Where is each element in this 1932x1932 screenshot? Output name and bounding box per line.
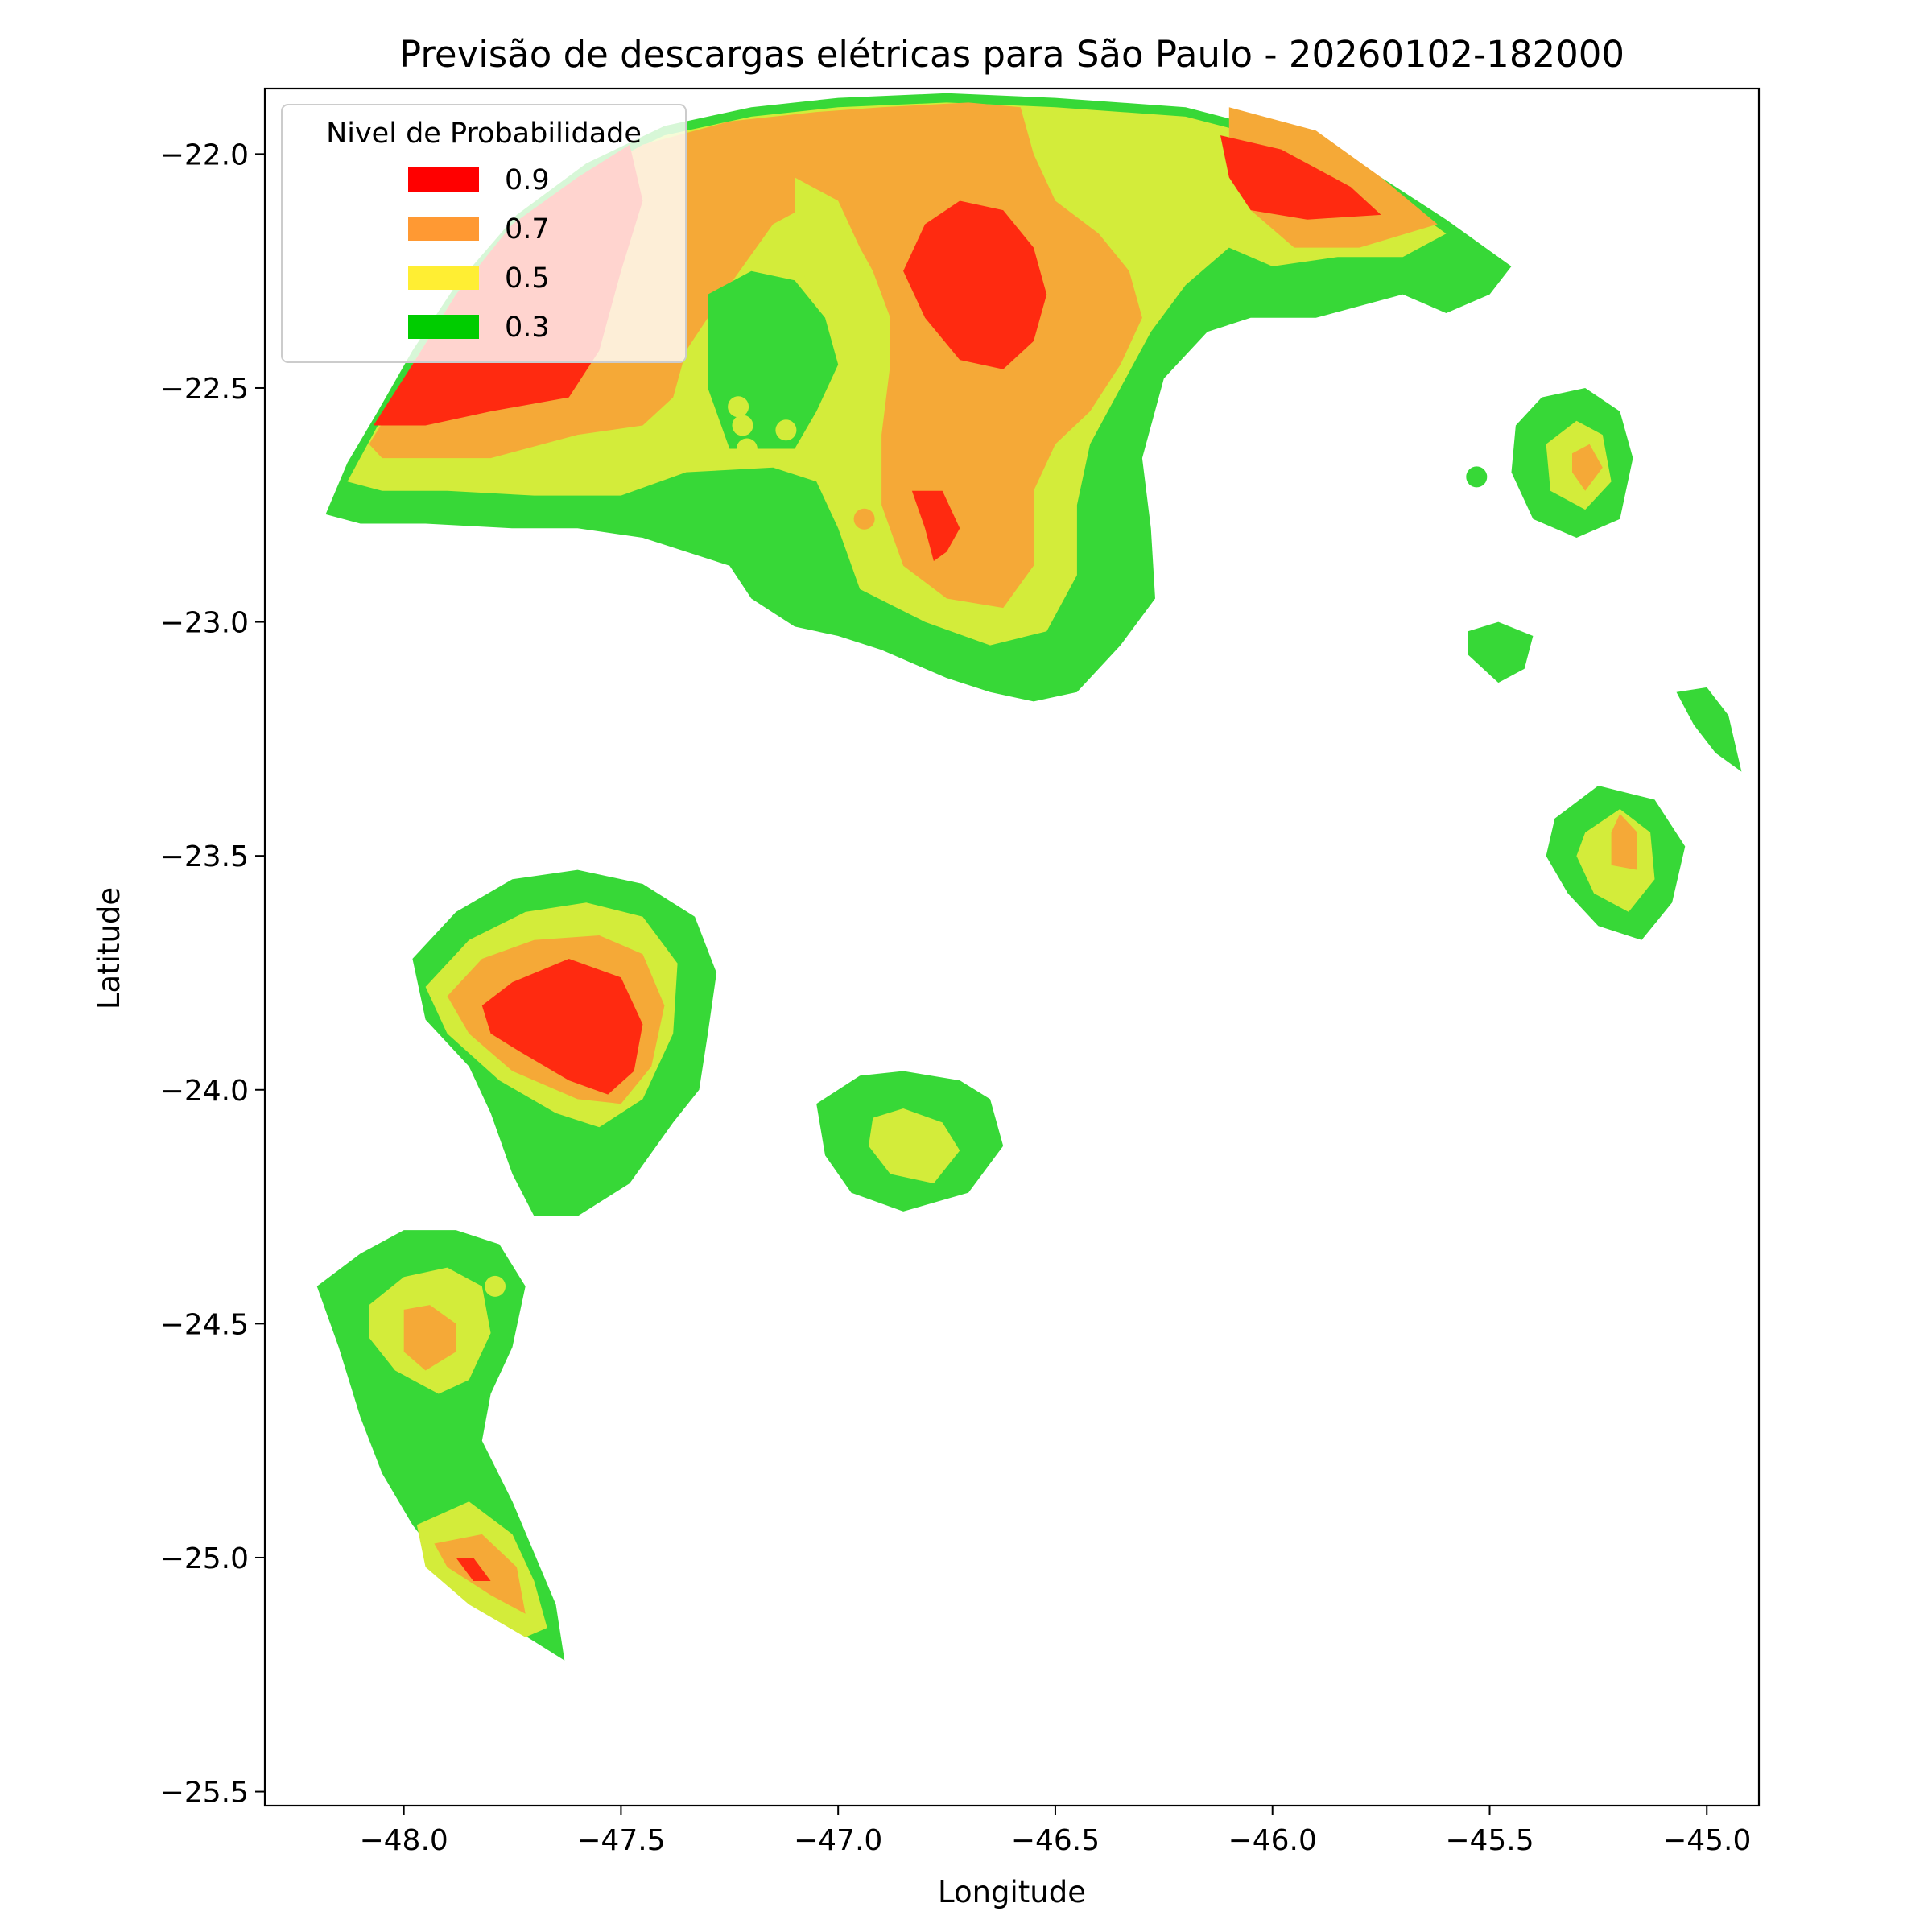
legend: Nivel de Probabilidade 0.9 0.7 0.5 0.3 [281, 104, 687, 363]
y-tick-label: −23.5 [160, 840, 249, 873]
contour-region-03-13 [1468, 621, 1534, 683]
contour-region-05-23 [869, 1108, 960, 1183]
legend-swatch-05 [408, 266, 479, 290]
y-tick-label: −24.5 [160, 1308, 249, 1341]
y-tick-label: −23.0 [160, 607, 249, 640]
contour-region-03-14 [1676, 687, 1742, 772]
contour-dot-2 [736, 438, 758, 460]
x-axis-ticks: −48.0 −47.5 −47.0 −46.5 −46.0 −45.5 −45.0 [359, 1806, 1751, 1857]
x-tick-label: −46.5 [1011, 1824, 1100, 1857]
contour-region-07-26 [403, 1305, 456, 1371]
legend-swatch-03 [408, 315, 479, 339]
legend-swatch-07 [408, 217, 479, 241]
x-tick-label: −45.0 [1662, 1824, 1751, 1857]
contour-dots [485, 396, 1488, 1297]
contour-dot-6 [485, 1275, 506, 1297]
contour-region-09-8 [1220, 135, 1381, 220]
contour-region-09-9 [911, 490, 960, 561]
legend-label-03: 0.3 [505, 312, 550, 344]
y-tick-label: −25.0 [160, 1542, 249, 1575]
y-tick-label: −25.5 [160, 1777, 249, 1810]
y-tick-label: −22.0 [160, 138, 249, 171]
y-tick-label: −24.0 [160, 1075, 249, 1108]
legend-box [281, 104, 687, 363]
contour-region-07-12 [1572, 444, 1603, 491]
x-axis-label: Longitude [938, 1875, 1086, 1909]
y-axis-label: Latitude [92, 887, 126, 1009]
legend-title: Nivel de Probabilidade [326, 118, 642, 150]
x-tick-label: −48.0 [359, 1824, 448, 1857]
contour-dot-3 [775, 419, 797, 441]
chart-title: Previsão de descargas elétricas para São… [399, 33, 1624, 76]
x-tick-label: −47.0 [794, 1824, 882, 1857]
x-tick-label: −45.5 [1445, 1824, 1534, 1857]
contour-dot-4 [853, 508, 875, 530]
contour-region-05-4 [795, 177, 861, 318]
contour-region-07-17 [1611, 813, 1637, 870]
legend-label-07: 0.7 [505, 213, 550, 246]
y-axis-ticks: −22.0 −22.5 −23.0 −23.5 −24.0 −24.5 −25.0 −25.5 [160, 138, 265, 1810]
contour-region-09-29 [456, 1558, 491, 1581]
contour-region-09-7 [903, 200, 1047, 369]
legend-label-05: 0.5 [505, 262, 550, 295]
contour-dot-5 [1466, 466, 1488, 488]
contour-dot-0 [728, 396, 749, 418]
legend-swatch-09 [408, 167, 479, 192]
y-tick-label: −22.5 [160, 373, 249, 406]
x-tick-label: −46.0 [1228, 1824, 1317, 1857]
x-tick-label: −47.5 [576, 1824, 665, 1857]
contour-region-09-21 [481, 959, 643, 1095]
plot-frame [263, 87, 1761, 1807]
legend-label-09: 0.9 [505, 164, 550, 196]
contour-dot-1 [732, 415, 753, 436]
